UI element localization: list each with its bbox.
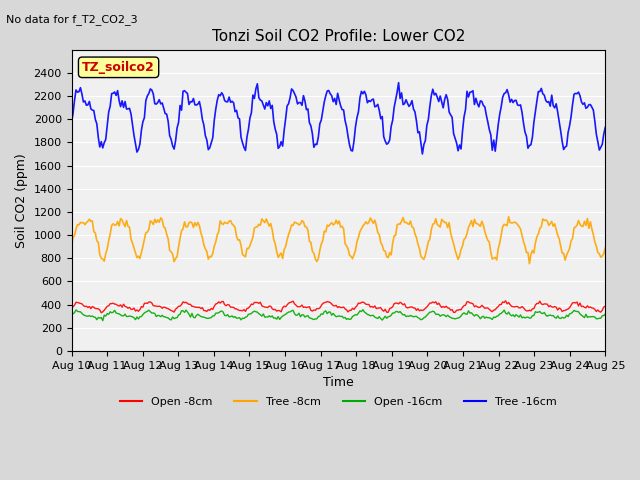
Y-axis label: Soil CO2 (ppm): Soil CO2 (ppm) — [15, 153, 28, 248]
Text: No data for f_T2_CO2_3: No data for f_T2_CO2_3 — [6, 14, 138, 25]
X-axis label: Time: Time — [323, 376, 354, 389]
Text: TZ_soilco2: TZ_soilco2 — [82, 61, 155, 74]
Title: Tonzi Soil CO2 Profile: Lower CO2: Tonzi Soil CO2 Profile: Lower CO2 — [212, 29, 465, 44]
Legend: Open -8cm, Tree -8cm, Open -16cm, Tree -16cm: Open -8cm, Tree -8cm, Open -16cm, Tree -… — [115, 393, 561, 411]
